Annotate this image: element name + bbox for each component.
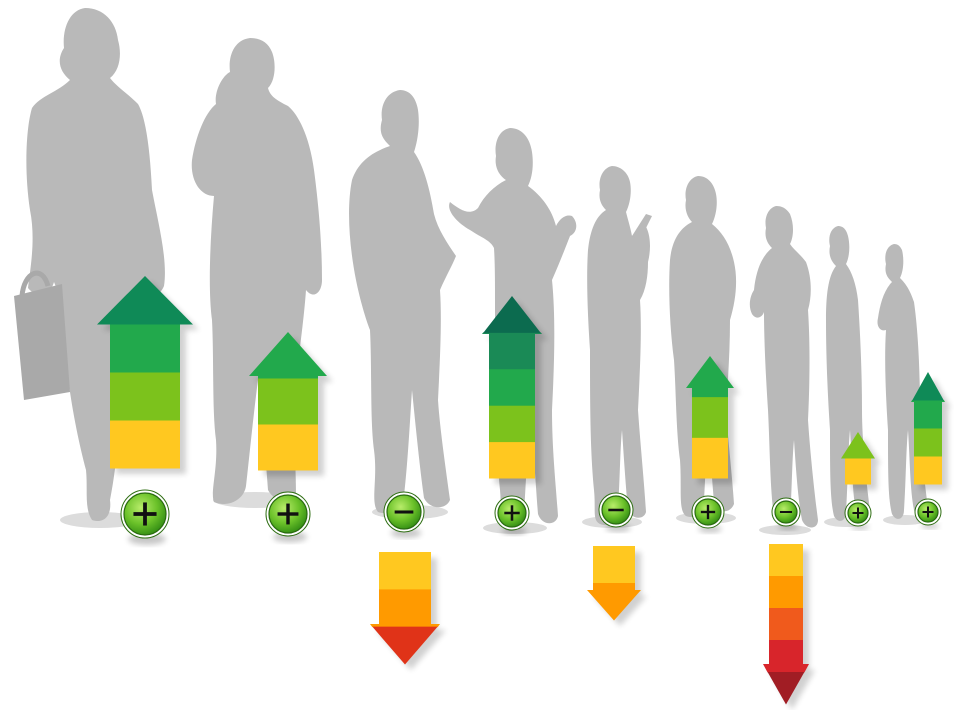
thin-man-silhouette [749, 206, 818, 535]
woman-with-bag-silhouette [14, 8, 165, 528]
arrow-band [483, 296, 541, 333]
arrow-band [110, 372, 180, 421]
badge-bar [779, 511, 793, 513]
indicator-1 [97, 276, 199, 545]
arrow-band [911, 400, 945, 429]
badge-bar [394, 510, 414, 514]
plus-badge-icon [844, 499, 872, 530]
gesturing-man-silhouette [582, 166, 652, 528]
badge-bar [608, 508, 624, 512]
arrow-band [372, 626, 438, 665]
badge-bar-vertical [143, 502, 147, 526]
arrow-band [763, 640, 809, 673]
indicator-8 [841, 432, 881, 530]
badge-bar-vertical [706, 504, 710, 520]
arrow-band [593, 546, 635, 584]
arrow-band [249, 332, 327, 379]
indicator-6 [686, 356, 740, 533]
arrow-band [841, 432, 875, 459]
arrow-band [489, 368, 535, 406]
minus-badge-icon [383, 491, 425, 538]
plus-badge-icon [914, 498, 942, 529]
plus-badge-icon [691, 495, 725, 533]
arrow-band [489, 405, 535, 443]
arrow-band [489, 441, 535, 479]
indicator-5 [587, 492, 647, 626]
arrow-band [110, 324, 180, 373]
arrow-band [845, 458, 871, 485]
minus-badge-icon [771, 497, 801, 531]
badge-bar-vertical [286, 503, 290, 525]
minus-badge-icon [598, 492, 634, 532]
plus-badge-icon [120, 489, 170, 545]
indicator-7 [763, 497, 815, 710]
arrow-band [692, 437, 728, 479]
indicator-4 [482, 296, 548, 535]
arrow-band [769, 576, 803, 609]
arrow-band [912, 372, 944, 401]
arrow-band [769, 608, 803, 641]
badge-bar-vertical [927, 506, 929, 518]
badge-bar-vertical [857, 507, 859, 519]
indicator-2 [249, 332, 333, 543]
arrow-band [379, 552, 431, 590]
arrow-band [767, 672, 805, 705]
arrow-band [258, 378, 318, 425]
arrow-band [914, 428, 942, 457]
indicators-group [97, 276, 951, 710]
badge-bar-vertical [510, 505, 514, 521]
arrow-band [97, 276, 193, 325]
arrow-band [370, 589, 440, 628]
arrow-band [692, 396, 728, 438]
plus-badge-icon [265, 491, 311, 543]
arrow-band [482, 332, 542, 370]
arrow-band [769, 544, 803, 577]
man-talking-silhouette [349, 90, 456, 519]
arrow-band [110, 420, 180, 469]
plus-badge-icon [494, 495, 530, 535]
arrow-band [258, 424, 318, 471]
arrow-band [914, 456, 942, 485]
arrow-band [686, 356, 734, 398]
arrow-band [587, 583, 641, 621]
indicator-3 [370, 491, 446, 670]
indicator-9 [911, 372, 951, 529]
